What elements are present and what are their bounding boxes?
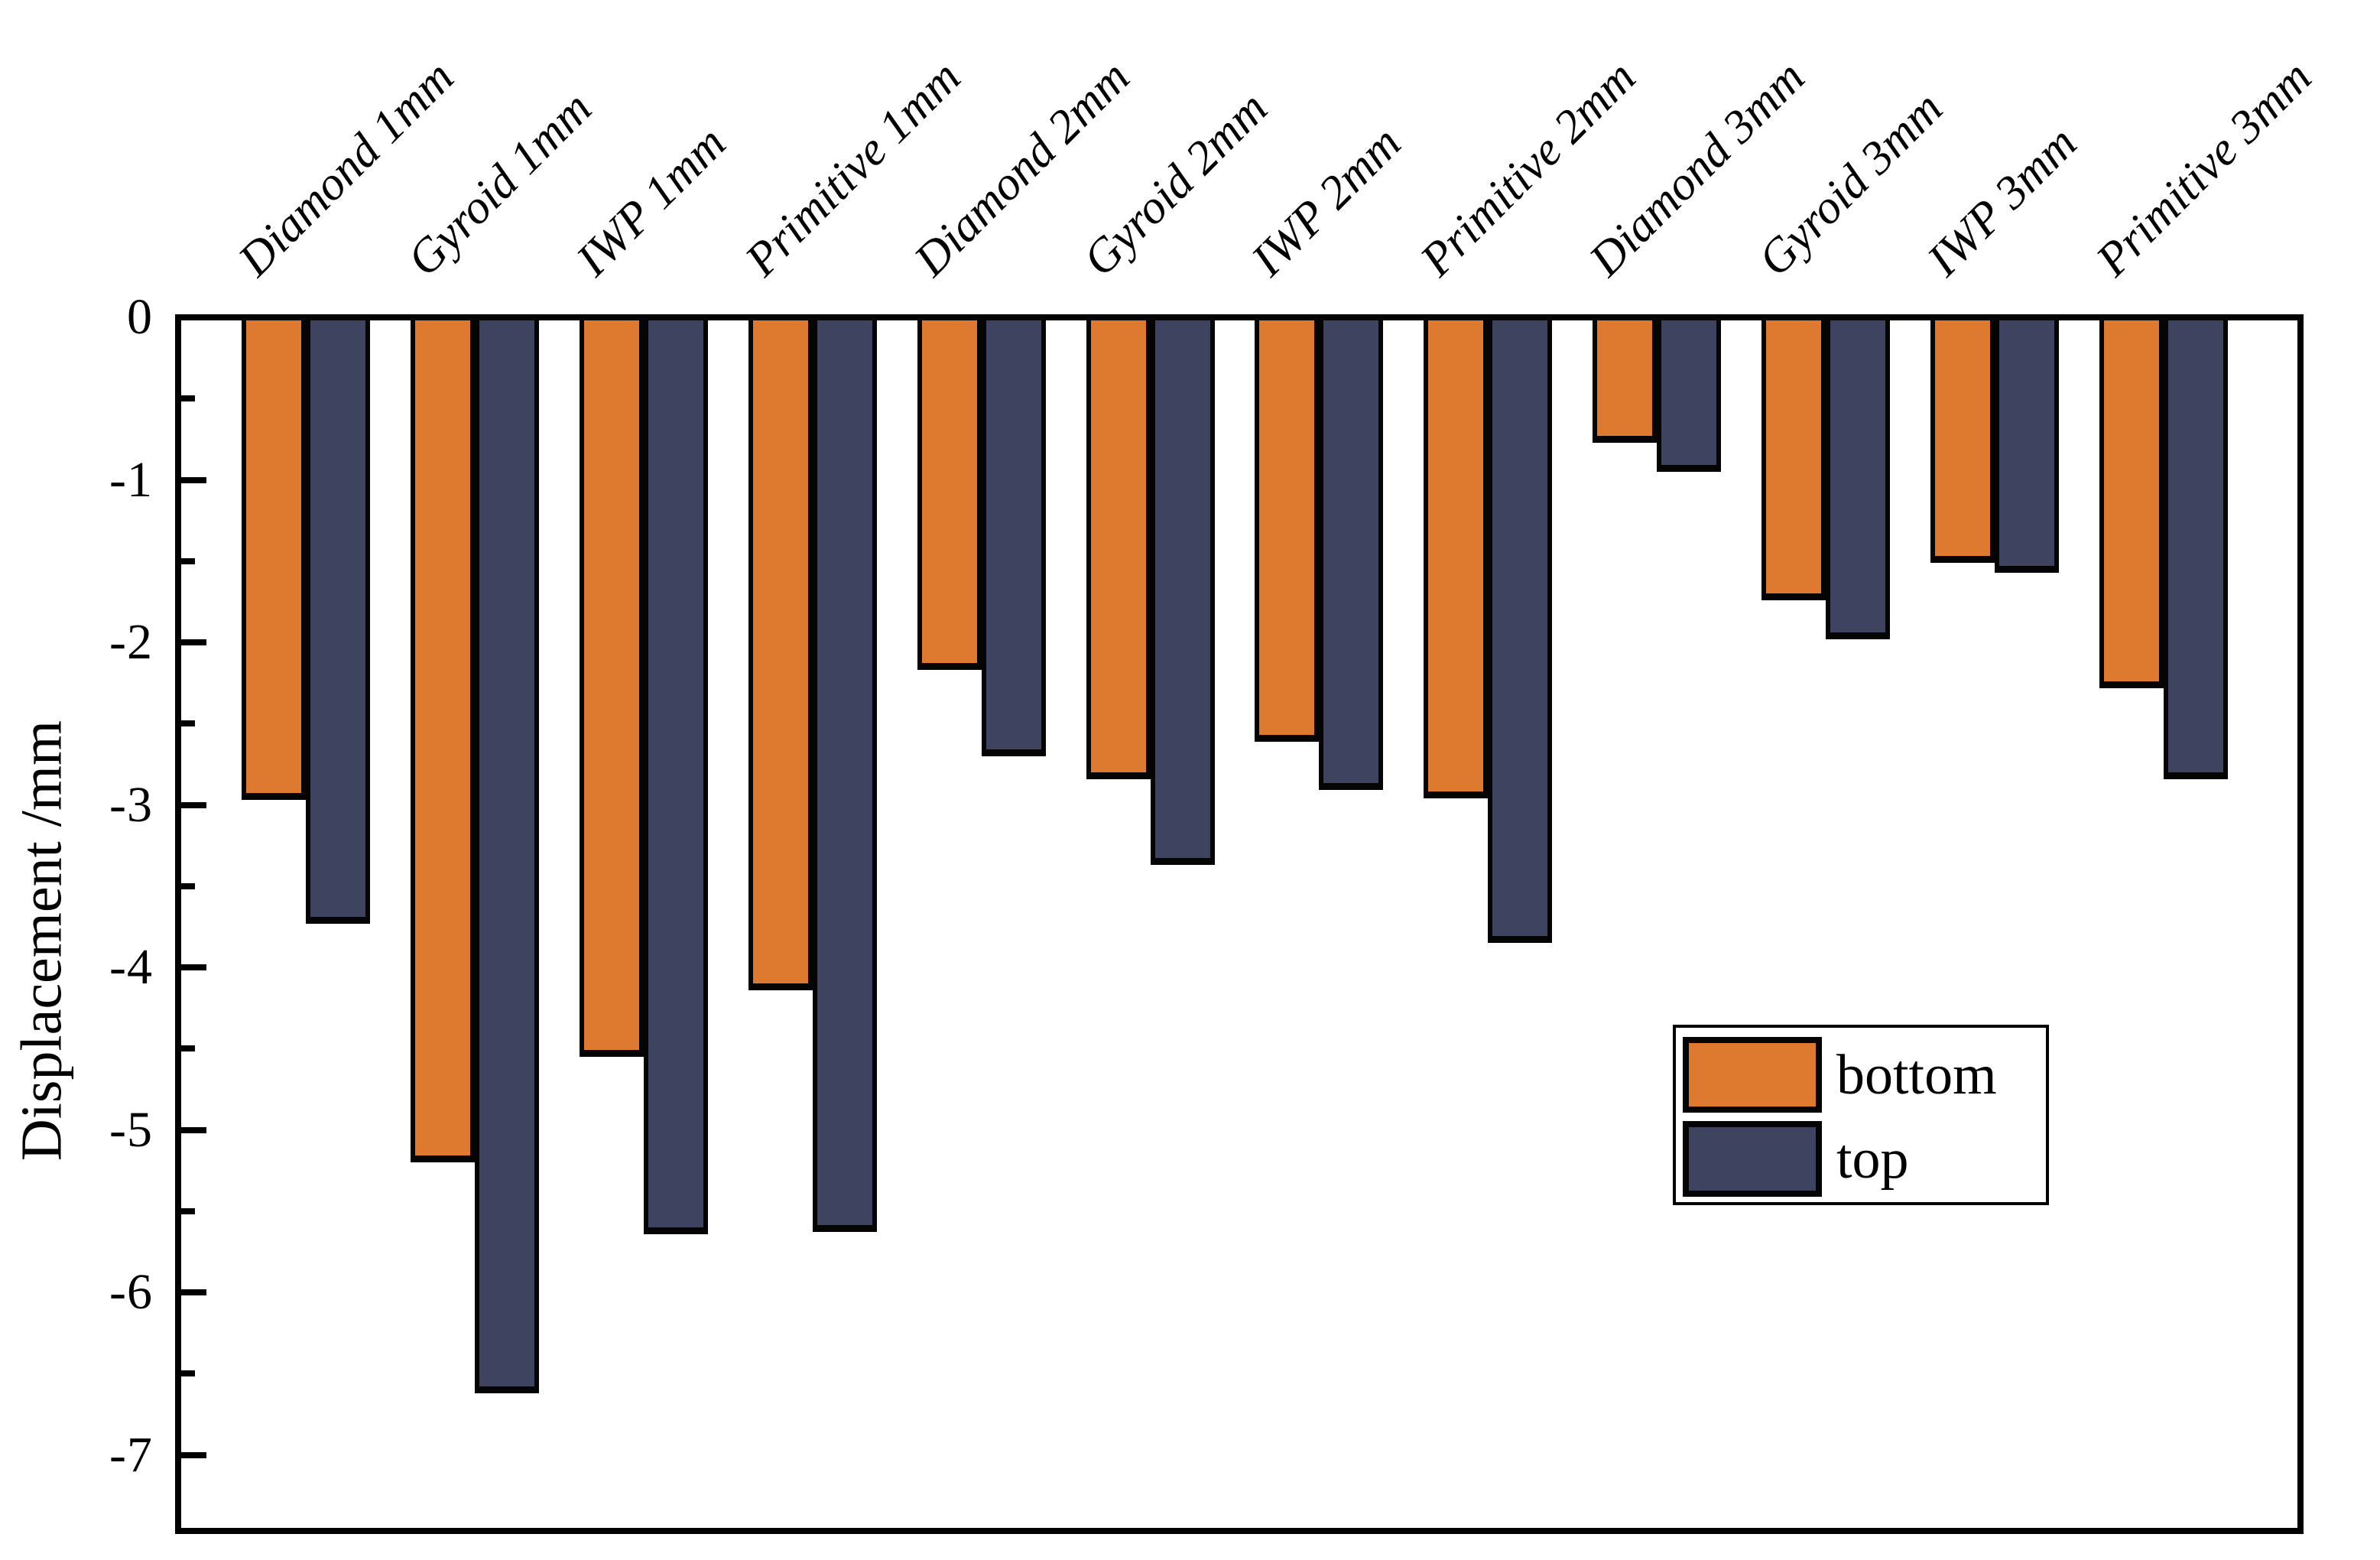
legend-swatch-top xyxy=(1683,1121,1822,1197)
bar-bottom-diamond-2mm xyxy=(917,316,982,671)
y-tick-label--3: -3 xyxy=(109,776,153,833)
category-label-iwp-2mm: IWP 2mm xyxy=(1242,116,1411,287)
bar-top-iwp-2mm xyxy=(1319,316,1384,791)
category-label-iwp-1mm: IWP 1mm xyxy=(566,116,736,287)
y-tick-label--2: -2 xyxy=(109,614,153,670)
legend-swatch-bottom xyxy=(1683,1037,1822,1113)
category-label-primitive-3mm: Primitive 3mm xyxy=(2086,50,2322,287)
bar-bottom-diamond-3mm xyxy=(1593,316,1658,443)
bar-bottom-diamond-1mm xyxy=(242,316,306,801)
bar-bottom-primitive-2mm xyxy=(1424,316,1489,798)
legend-label-top: top xyxy=(1836,1128,1909,1191)
y-tick-label--1: -1 xyxy=(109,451,153,508)
y-tick-minor xyxy=(181,1207,195,1214)
y-tick-minor xyxy=(181,557,195,564)
y-tick-minor xyxy=(181,395,195,402)
bar-top-diamond-3mm xyxy=(1657,316,1722,472)
y-tick-major--7 xyxy=(181,1451,206,1458)
y-tick-label--6: -6 xyxy=(109,1264,153,1320)
bar-top-gyroid-1mm xyxy=(474,316,539,1393)
bar-bottom-iwp-2mm xyxy=(1255,316,1320,742)
legend: bottom top xyxy=(1673,1025,2049,1205)
y-axis-title: Displacement /mm xyxy=(9,720,74,1162)
bar-bottom-iwp-1mm xyxy=(579,316,644,1057)
y-tick-label-0: 0 xyxy=(127,289,153,345)
y-tick-major--5 xyxy=(181,1126,206,1133)
bar-top-iwp-1mm xyxy=(643,316,708,1234)
bar-top-gyroid-3mm xyxy=(1826,316,1891,639)
bar-bottom-primitive-1mm xyxy=(748,316,813,990)
bar-bottom-gyroid-1mm xyxy=(410,316,475,1162)
bar-top-primitive-2mm xyxy=(1488,316,1553,944)
bar-top-iwp-3mm xyxy=(1995,316,2059,573)
y-tick-minor xyxy=(181,1045,195,1052)
y-tick-label--7: -7 xyxy=(109,1426,153,1483)
y-tick-major--6 xyxy=(181,1289,206,1295)
y-tick-major-0 xyxy=(181,314,206,320)
bar-top-diamond-2mm xyxy=(981,316,1046,756)
bar-bottom-primitive-3mm xyxy=(2099,316,2164,688)
y-tick-label--4: -4 xyxy=(109,939,153,995)
y-tick-label--5: -5 xyxy=(109,1101,153,1158)
bar-top-diamond-1mm xyxy=(306,316,370,924)
bar-top-primitive-3mm xyxy=(2163,316,2228,779)
y-tick-major--4 xyxy=(181,964,206,970)
legend-label-bottom: bottom xyxy=(1836,1044,1997,1107)
y-tick-major--2 xyxy=(181,639,206,645)
y-tick-minor xyxy=(181,882,195,889)
bar-bottom-gyroid-2mm xyxy=(1086,316,1151,779)
bar-top-primitive-1mm xyxy=(812,316,877,1233)
y-tick-minor xyxy=(181,1370,195,1377)
bar-bottom-iwp-3mm xyxy=(1930,316,1995,563)
y-tick-major--3 xyxy=(181,801,206,808)
category-label-iwp-3mm: IWP 3mm xyxy=(1917,116,2087,287)
bar-top-gyroid-2mm xyxy=(1150,316,1215,866)
bar-bottom-gyroid-3mm xyxy=(1761,316,1826,600)
y-tick-minor xyxy=(181,720,195,727)
y-tick-major--1 xyxy=(181,476,206,483)
